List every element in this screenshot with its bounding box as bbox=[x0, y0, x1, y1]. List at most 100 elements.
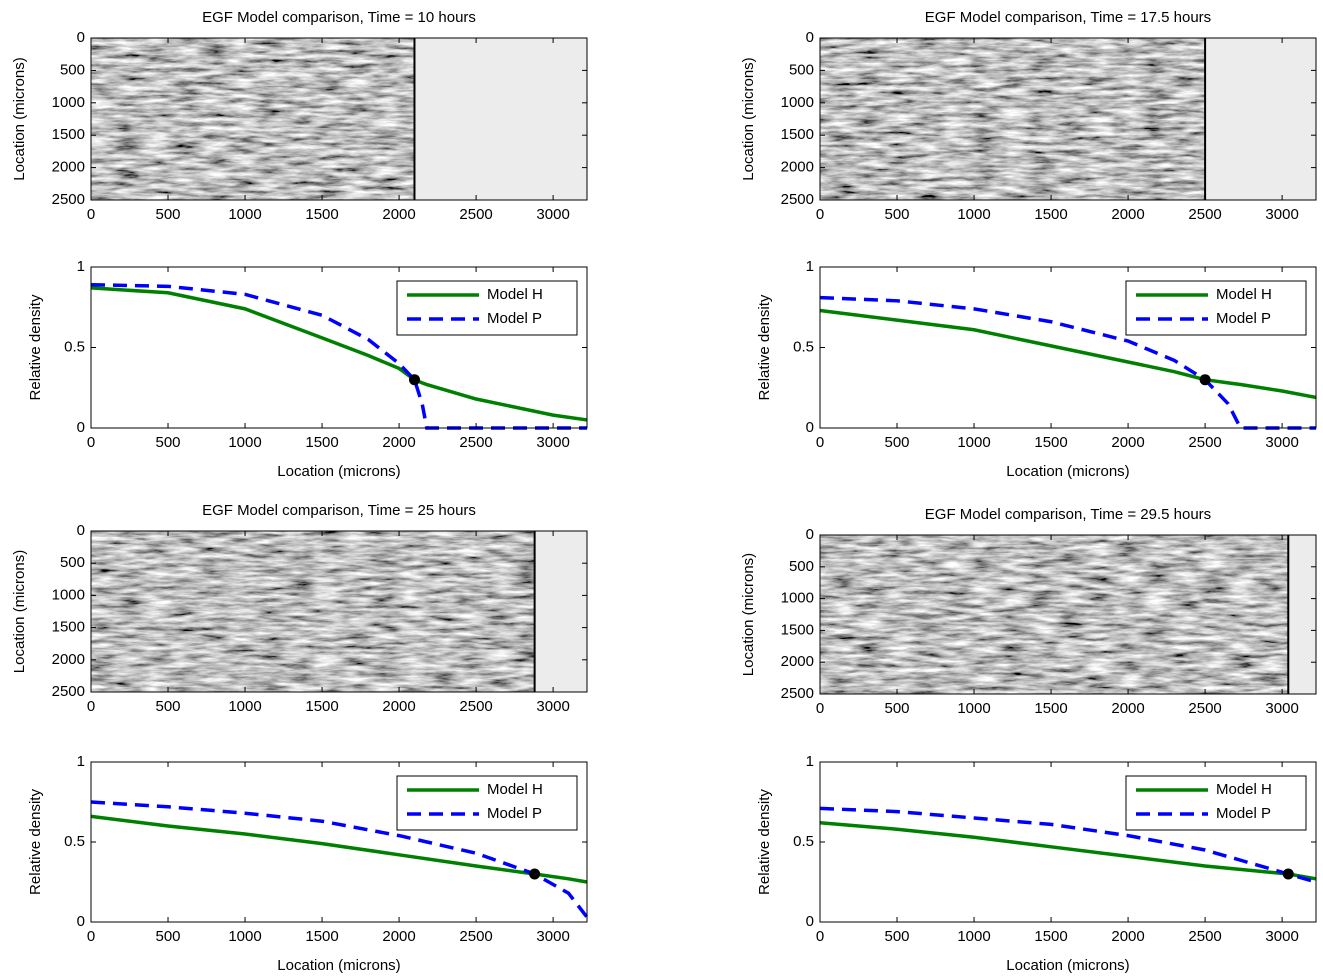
x-tick-label: 2500 bbox=[1188, 700, 1221, 717]
x-tick-label: 3000 bbox=[1265, 928, 1298, 945]
x-tick-label: 3000 bbox=[536, 434, 569, 451]
legend-box bbox=[396, 280, 578, 336]
legend-label: Model H bbox=[1216, 781, 1272, 798]
chart-title: EGF Model comparison, Time = 25 hours bbox=[202, 502, 476, 519]
legend-label: Model P bbox=[487, 310, 542, 327]
y-tick-label: 2500 bbox=[781, 191, 814, 208]
x-tick-label: 1000 bbox=[957, 434, 990, 451]
legend-label: Model P bbox=[1216, 310, 1271, 327]
y-tick-label: 1 bbox=[806, 258, 814, 275]
legend-label: Model H bbox=[487, 286, 543, 303]
y-tick-label: 500 bbox=[789, 61, 814, 78]
x-tick-label: 0 bbox=[87, 206, 95, 223]
x-tick-label: 3000 bbox=[1265, 700, 1298, 717]
chart-title: EGF Model comparison, Time = 29.5 hours bbox=[925, 506, 1211, 523]
x-tick-label: 1000 bbox=[957, 700, 990, 717]
y-tick-label: 2500 bbox=[52, 683, 85, 700]
x-tick-label: 2500 bbox=[1188, 206, 1221, 223]
y-tick-label: 500 bbox=[60, 554, 85, 571]
y-axis-label: Relative density bbox=[27, 294, 44, 400]
cell-region bbox=[91, 531, 535, 692]
x-tick-label: 1500 bbox=[305, 206, 338, 223]
x-tick-label: 500 bbox=[156, 698, 181, 715]
x-tick-label: 1000 bbox=[957, 206, 990, 223]
x-tick-label: 500 bbox=[156, 206, 181, 223]
x-tick-label: 500 bbox=[885, 700, 910, 717]
x-tick-label: 500 bbox=[156, 928, 181, 945]
axes-frame bbox=[90, 37, 588, 201]
x-tick-label: 2500 bbox=[1188, 928, 1221, 945]
x-tick-label: 0 bbox=[816, 928, 824, 945]
y-tick-label: 2000 bbox=[52, 651, 85, 668]
y-tick-label: 2000 bbox=[781, 653, 814, 670]
x-tick-label: 3000 bbox=[536, 206, 569, 223]
x-tick-label: 3000 bbox=[536, 928, 569, 945]
cell-region bbox=[820, 38, 1206, 200]
x-tick-label: 2000 bbox=[382, 434, 415, 451]
x-tick-label: 0 bbox=[816, 206, 824, 223]
x-tick-label: 1500 bbox=[1034, 434, 1067, 451]
y-tick-label: 1 bbox=[77, 753, 85, 770]
y-tick-label: 2000 bbox=[52, 159, 85, 176]
axes-frame bbox=[819, 37, 1317, 201]
x-tick-label: 1000 bbox=[228, 698, 261, 715]
x-tick-label: 2000 bbox=[382, 698, 415, 715]
x-tick-label: 2000 bbox=[1111, 434, 1144, 451]
y-tick-label: 0.5 bbox=[793, 833, 814, 850]
axes-frame bbox=[90, 530, 588, 693]
y-tick-label: 0 bbox=[806, 419, 814, 436]
series-line bbox=[819, 806, 1317, 884]
y-tick-label: 0 bbox=[806, 526, 814, 543]
x-tick-label: 500 bbox=[885, 206, 910, 223]
series-line bbox=[90, 814, 588, 884]
legend-label: Model P bbox=[1216, 805, 1271, 822]
x-tick-label: 1000 bbox=[228, 206, 261, 223]
x-tick-label: 1500 bbox=[1034, 206, 1067, 223]
y-axis-label: Relative density bbox=[27, 789, 44, 895]
x-tick-label: 1500 bbox=[305, 698, 338, 715]
y-axis-label: Location (microns) bbox=[11, 550, 28, 673]
x-tick-label: 1000 bbox=[228, 928, 261, 945]
x-tick-label: 1500 bbox=[305, 434, 338, 451]
y-tick-label: 0.5 bbox=[64, 338, 85, 355]
legend-box bbox=[1125, 775, 1307, 831]
front-marker bbox=[1199, 374, 1211, 386]
y-tick-label: 1 bbox=[806, 753, 814, 770]
y-axis-label: Relative density bbox=[756, 294, 773, 400]
y-tick-label: 0 bbox=[806, 913, 814, 930]
y-tick-label: 1500 bbox=[781, 621, 814, 638]
x-axis-label: Location (microns) bbox=[277, 957, 400, 974]
x-tick-label: 3000 bbox=[536, 698, 569, 715]
y-tick-label: 1500 bbox=[52, 619, 85, 636]
x-tick-label: 0 bbox=[816, 434, 824, 451]
x-tick-label: 2500 bbox=[459, 928, 492, 945]
x-tick-label: 1500 bbox=[1034, 700, 1067, 717]
x-tick-label: 500 bbox=[885, 928, 910, 945]
x-tick-label: 2000 bbox=[1111, 928, 1144, 945]
axes-frame bbox=[819, 534, 1317, 695]
y-axis-label: Location (microns) bbox=[740, 57, 757, 180]
x-tick-label: 0 bbox=[87, 698, 95, 715]
y-tick-label: 0.5 bbox=[793, 338, 814, 355]
x-tick-label: 2500 bbox=[1188, 434, 1221, 451]
y-tick-label: 1000 bbox=[781, 94, 814, 111]
y-tick-label: 1 bbox=[77, 258, 85, 275]
y-tick-label: 0.5 bbox=[64, 833, 85, 850]
y-tick-label: 1500 bbox=[52, 126, 85, 143]
x-axis-label: Location (microns) bbox=[1006, 957, 1129, 974]
x-tick-label: 1000 bbox=[228, 434, 261, 451]
y-tick-label: 500 bbox=[60, 61, 85, 78]
cell-region bbox=[820, 535, 1289, 694]
x-tick-label: 1000 bbox=[957, 928, 990, 945]
y-tick-label: 500 bbox=[789, 558, 814, 575]
y-tick-label: 2000 bbox=[781, 159, 814, 176]
x-axis-label: Location (microns) bbox=[277, 463, 400, 480]
x-axis-label: Location (microns) bbox=[1006, 463, 1129, 480]
series-line bbox=[819, 308, 1317, 400]
x-tick-label: 3000 bbox=[1265, 434, 1298, 451]
y-tick-label: 1000 bbox=[52, 94, 85, 111]
front-marker bbox=[1282, 868, 1294, 880]
x-tick-label: 2500 bbox=[459, 434, 492, 451]
